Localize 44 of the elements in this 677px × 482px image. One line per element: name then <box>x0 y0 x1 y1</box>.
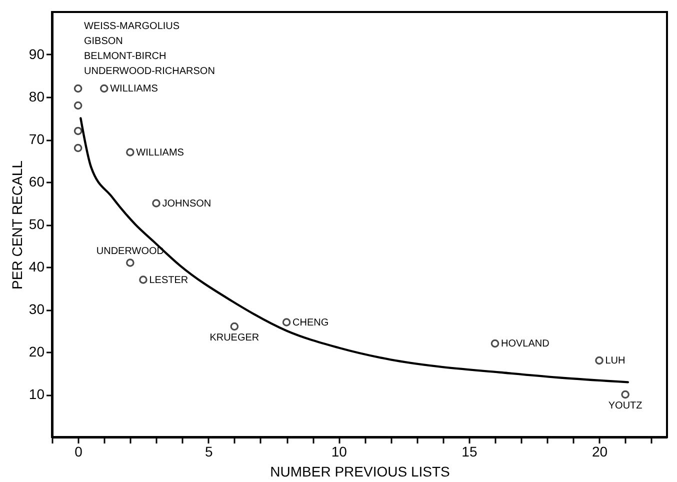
annotation: YOUTZ <box>608 400 642 412</box>
point <box>282 318 291 326</box>
x-axis-title: NUMBER PREVIOUS LISTS <box>270 464 450 480</box>
x-tick-label: 20 <box>592 444 608 460</box>
point <box>74 144 82 152</box>
annotation: UNDERWOOD <box>96 246 164 257</box>
point <box>139 276 148 284</box>
y-tick-label: 70 <box>28 131 45 147</box>
point <box>100 84 108 93</box>
x-tick-label: 0 <box>74 444 83 460</box>
x-tick-label: 5 <box>204 444 213 460</box>
point <box>126 258 134 267</box>
point <box>152 199 160 208</box>
point <box>595 356 604 365</box>
y-tick-label: 80 <box>28 88 45 104</box>
annotation: WILLIAMS <box>136 147 184 158</box>
annotation: CHENG <box>292 317 329 328</box>
point <box>621 390 630 399</box>
point <box>126 148 134 156</box>
y-tick-label: 30 <box>28 301 45 317</box>
point <box>74 101 82 110</box>
point <box>74 126 82 136</box>
annotation: LESTER <box>149 274 188 286</box>
annotation: KRUEGER <box>210 332 260 344</box>
annotation: JOHNSON <box>162 198 212 210</box>
annotation: GIBSON <box>84 36 123 47</box>
y-tick-label: 10 <box>28 386 45 402</box>
y-axis-title: PER CENT RECALL <box>8 160 25 290</box>
y-tick-label: 90 <box>28 46 45 62</box>
point <box>490 339 500 348</box>
y-tick-label: 60 <box>28 174 45 190</box>
annotation: UNDERWOOD-RICHARSON <box>84 66 215 77</box>
x-tick-label: 15 <box>462 444 478 460</box>
point <box>230 322 239 331</box>
annotation: WEISS-MARGOLIUS <box>84 21 180 32</box>
y-tick-label: 40 <box>28 258 45 274</box>
annotation: BELMONT-BIRCH <box>84 51 166 62</box>
annotation: LUH <box>605 356 626 366</box>
x-tick-label: 10 <box>331 444 348 460</box>
annotation: WILLIAMS <box>110 84 158 94</box>
point <box>74 84 82 93</box>
y-tick-label: 20 <box>28 344 45 360</box>
annotation: HOVLAND <box>501 338 550 350</box>
y-tick-label: 50 <box>28 216 45 232</box>
